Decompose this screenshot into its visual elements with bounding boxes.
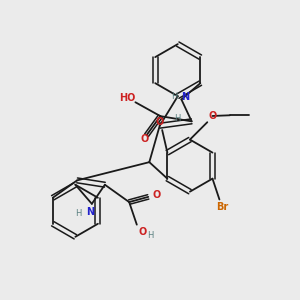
Text: N: N	[182, 92, 190, 102]
Text: N: N	[86, 207, 94, 217]
Text: H: H	[76, 209, 82, 218]
Text: H: H	[174, 114, 180, 123]
Text: O: O	[152, 190, 161, 200]
Text: O: O	[156, 117, 164, 127]
Text: O: O	[141, 134, 149, 144]
Text: O: O	[208, 111, 217, 121]
Text: O: O	[139, 226, 147, 237]
Text: HO: HO	[120, 93, 136, 103]
Text: H: H	[171, 92, 177, 101]
Text: Br: Br	[216, 202, 228, 212]
Text: H: H	[147, 231, 154, 240]
